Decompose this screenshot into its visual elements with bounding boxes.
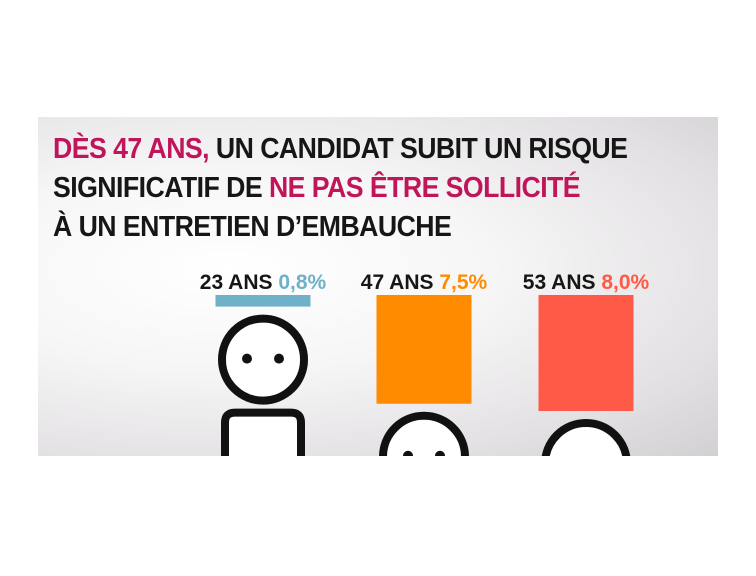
headline-line-3: À UN ENTRETIEN D’EMBAUCHE xyxy=(53,211,452,243)
bar-value-label: 7,5% xyxy=(439,271,487,294)
headline: DÈS 47 ANS, UN CANDIDAT SUBIT UN RISQUE … xyxy=(53,130,628,247)
person-body xyxy=(221,408,305,456)
headline-line-1: DÈS 47 ANS, UN CANDIDAT SUBIT UN RISQUE xyxy=(53,130,628,169)
person-icon xyxy=(379,411,469,456)
bar-label-1: 23 ANS 0,8% xyxy=(200,271,327,294)
bar-label-3: 53 ANS 8,0% xyxy=(523,271,650,294)
headline-text-1: UN CANDIDAT SUBIT UN RISQUE xyxy=(209,133,628,165)
person-eye-right xyxy=(274,353,284,364)
person-head xyxy=(218,314,308,405)
bar xyxy=(538,295,634,411)
bar-age-label: 47 ANS xyxy=(361,271,440,294)
headline-accent-age: DÈS 47 ANS, xyxy=(53,133,210,165)
person-eye-left xyxy=(403,450,413,456)
headline-accent-risk: NE PAS ÊTRE SOLLICITÉ xyxy=(268,172,581,204)
infographic-panel: DÈS 47 ANS, UN CANDIDAT SUBIT UN RISQUE … xyxy=(38,117,718,456)
person-head xyxy=(379,411,469,456)
bar xyxy=(215,295,311,307)
person-head xyxy=(541,419,631,456)
bar-label-2: 47 ANS 7,5% xyxy=(361,271,488,294)
headline-text-2: SIGNIFICATIF DE xyxy=(53,172,269,204)
bar xyxy=(376,295,472,404)
bar-age-label: 23 ANS xyxy=(200,271,279,294)
person-eye-left xyxy=(242,353,252,364)
bar-chart: 23 ANS 0,8% 47 ANS 7,5% 53 ANS 8,0% xyxy=(200,271,650,456)
bar-value-label: 0,8% xyxy=(278,271,326,294)
person-icon xyxy=(218,314,308,456)
bar-age-label: 53 ANS xyxy=(523,271,602,294)
bar-value-label: 8,0% xyxy=(601,271,649,294)
person-icon xyxy=(541,419,631,456)
headline-line-2: SIGNIFICATIF DE NE PAS ÊTRE SOLLICITÉ xyxy=(53,169,627,208)
person-eye-right xyxy=(435,450,445,456)
